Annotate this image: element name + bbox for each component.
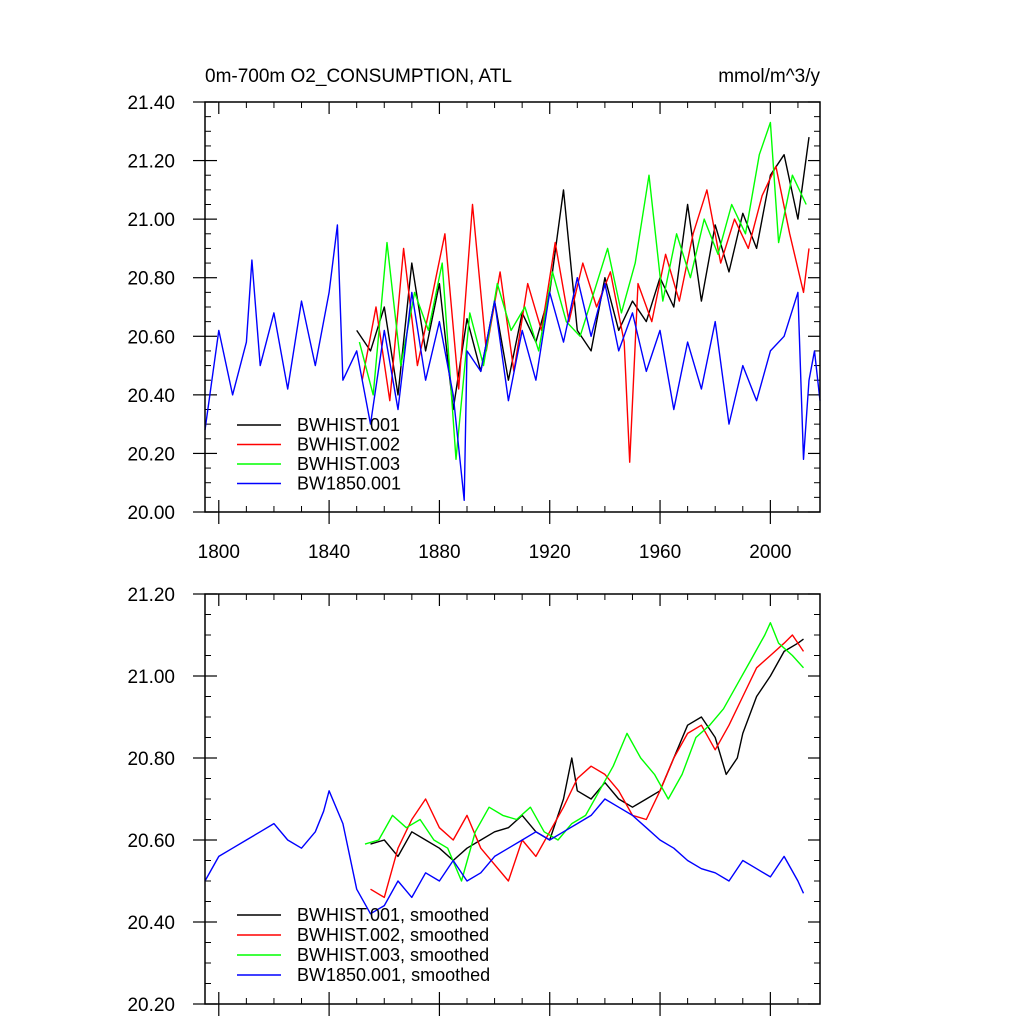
x-tick-label: 1920 <box>529 542 571 563</box>
series-line-bwhist-001 <box>356 137 810 411</box>
y-tick-label: 20.80 <box>127 749 175 770</box>
legend-label: BWHIST.002, smoothed <box>297 925 489 945</box>
series-line-bw1850-001 <box>204 224 821 501</box>
series-line-bwhist-003 <box>358 121 807 460</box>
y-tick-label: 20.20 <box>127 444 175 465</box>
x-tick-label: 2000 <box>749 542 791 563</box>
chart-title: 0m-700m O2_CONSUMPTION, ATL <box>205 66 512 87</box>
series-line-bwhist-003-smoothed <box>364 622 805 882</box>
x-tick-label: 1960 <box>639 542 681 563</box>
y-tick-label: 20.40 <box>127 913 175 934</box>
legend-label: BWHIST.003, smoothed <box>297 945 489 965</box>
top-panel-ticks: 20.00 20.20 20.40 20.60 20.80 21.00 21.20 21.40… <box>127 93 820 563</box>
top-panel: 0m-700m O2_CONSUMPTION, ATL mmol/m^3/y 2… <box>127 66 821 563</box>
y-tick-label: 20.20 <box>127 995 175 1016</box>
series-line-bwhist-002-smoothed <box>370 634 805 899</box>
bottom-panel: 20.20 20.40 20.60 20.80 21.00 21.20 BWHIST.00… <box>127 585 821 1016</box>
y-tick-label: 20.00 <box>127 503 175 524</box>
y-tick-label: 21.20 <box>127 152 175 173</box>
series-line-bwhist-001-smoothed <box>370 638 804 862</box>
series-line-bwhist-002 <box>361 165 810 463</box>
bottom-panel-series <box>204 622 805 915</box>
legend-label: BW1850.001 <box>297 474 401 494</box>
y-tick-label: 20.60 <box>127 831 175 852</box>
y-tick-label: 21.20 <box>127 585 175 606</box>
y-tick-label: 21.00 <box>127 667 175 688</box>
x-tick-label: 1840 <box>308 542 350 563</box>
x-tick-label: 1800 <box>198 542 240 563</box>
top-panel-series <box>204 121 821 501</box>
y-tick-label: 20.60 <box>127 327 175 348</box>
top-panel-frame <box>204 101 821 513</box>
y-tick-label: 20.80 <box>127 269 175 290</box>
x-tick-label: 1880 <box>418 542 460 563</box>
chart-units: mmol/m^3/y <box>718 66 820 87</box>
y-tick-label: 21.40 <box>127 93 175 114</box>
legend-label: BW1850.001, smoothed <box>297 965 490 985</box>
bottom-panel-frame <box>204 593 821 1005</box>
legend-label: BWHIST.003 <box>297 454 400 474</box>
y-tick-label: 20.40 <box>127 386 175 407</box>
bottom-panel-ticks: 20.20 20.40 20.60 20.80 21.00 21.20 <box>127 585 820 1016</box>
legend-label: BWHIST.001, smoothed <box>297 905 489 925</box>
series-line-bw1850-001-smoothed <box>204 790 805 915</box>
y-tick-label: 21.00 <box>127 210 175 231</box>
legend-label: BWHIST.002 <box>297 435 400 455</box>
legend-label: BWHIST.001 <box>297 415 400 435</box>
